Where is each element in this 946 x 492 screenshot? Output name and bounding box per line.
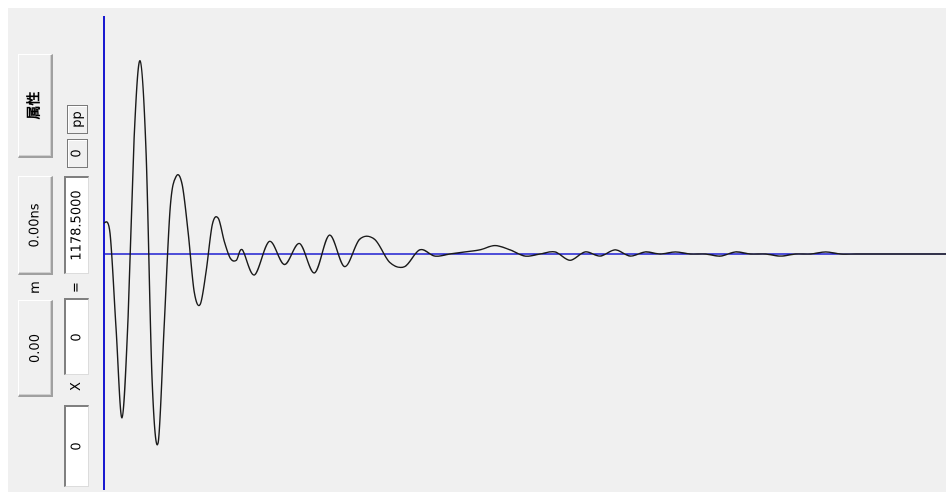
pp-mode-button[interactable]: pp — [67, 105, 88, 134]
waveform-plot[interactable] — [8, 8, 946, 492]
scale-result-field[interactable]: 1178.5000 — [64, 176, 89, 274]
time-value-display[interactable]: 0.00ns — [18, 176, 53, 275]
attribute-button[interactable]: 属性 — [18, 54, 53, 158]
multiplier-field[interactable]: 0 — [64, 298, 89, 375]
offset-value-box[interactable]: 0 — [67, 139, 88, 168]
distance-value-display[interactable]: 0.00 — [18, 300, 53, 397]
waveform-trace — [103, 60, 946, 446]
bottom-value-field[interactable]: 0 — [64, 405, 89, 487]
app-window: 属性 0.00ns m 0.00 pp 0 1178.5000 = 0 X 0 — [8, 8, 946, 492]
